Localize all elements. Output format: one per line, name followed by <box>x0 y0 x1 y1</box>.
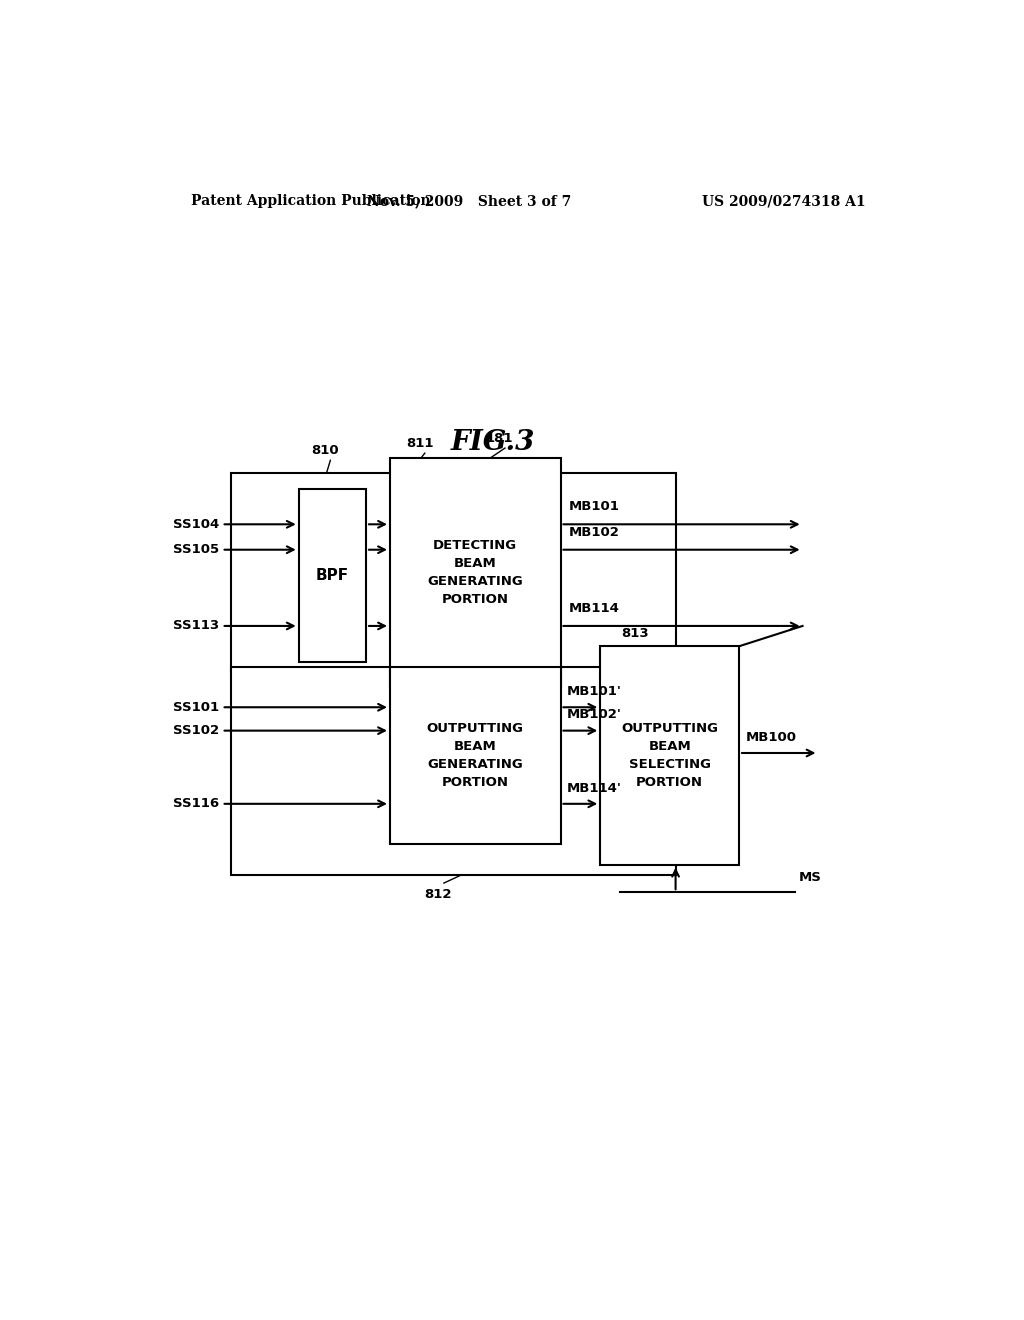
Text: BPF: BPF <box>315 568 349 582</box>
Text: MB101: MB101 <box>568 500 620 513</box>
Text: 810: 810 <box>311 445 339 457</box>
Bar <box>231 667 676 875</box>
Text: MB114': MB114' <box>567 781 622 795</box>
Bar <box>600 647 739 865</box>
Text: Nov. 5, 2009   Sheet 3 of 7: Nov. 5, 2009 Sheet 3 of 7 <box>368 194 571 209</box>
Text: MB100: MB100 <box>745 731 797 744</box>
Text: MS: MS <box>799 871 821 884</box>
Text: SS105: SS105 <box>173 544 219 556</box>
Bar <box>390 458 560 686</box>
Bar <box>390 667 560 845</box>
Text: MB102': MB102' <box>567 709 622 722</box>
Text: OUTPUTTING
BEAM
SELECTING
PORTION: OUTPUTTING BEAM SELECTING PORTION <box>622 722 718 789</box>
Text: SS101: SS101 <box>173 701 219 714</box>
Text: OUTPUTTING
BEAM
GENERATING
PORTION: OUTPUTTING BEAM GENERATING PORTION <box>427 722 523 789</box>
Bar <box>299 488 367 661</box>
Text: SS104: SS104 <box>173 517 219 531</box>
Text: 812: 812 <box>424 888 452 902</box>
Text: 813: 813 <box>622 627 649 640</box>
Text: 811: 811 <box>407 437 434 450</box>
Text: US 2009/0274318 A1: US 2009/0274318 A1 <box>702 194 866 209</box>
Text: FIG.3: FIG.3 <box>451 429 536 457</box>
Text: MB102: MB102 <box>568 525 620 539</box>
Text: DETECTING
BEAM
GENERATING
PORTION: DETECTING BEAM GENERATING PORTION <box>427 539 523 606</box>
Text: SS102: SS102 <box>173 725 219 737</box>
Bar <box>231 474 676 672</box>
Text: MB114: MB114 <box>568 602 620 615</box>
Text: MB101': MB101' <box>567 685 622 698</box>
Text: Patent Application Publication: Patent Application Publication <box>191 194 431 209</box>
Text: SS113: SS113 <box>173 619 219 632</box>
Text: SS116: SS116 <box>173 797 219 810</box>
Text: 181: 181 <box>485 432 513 445</box>
